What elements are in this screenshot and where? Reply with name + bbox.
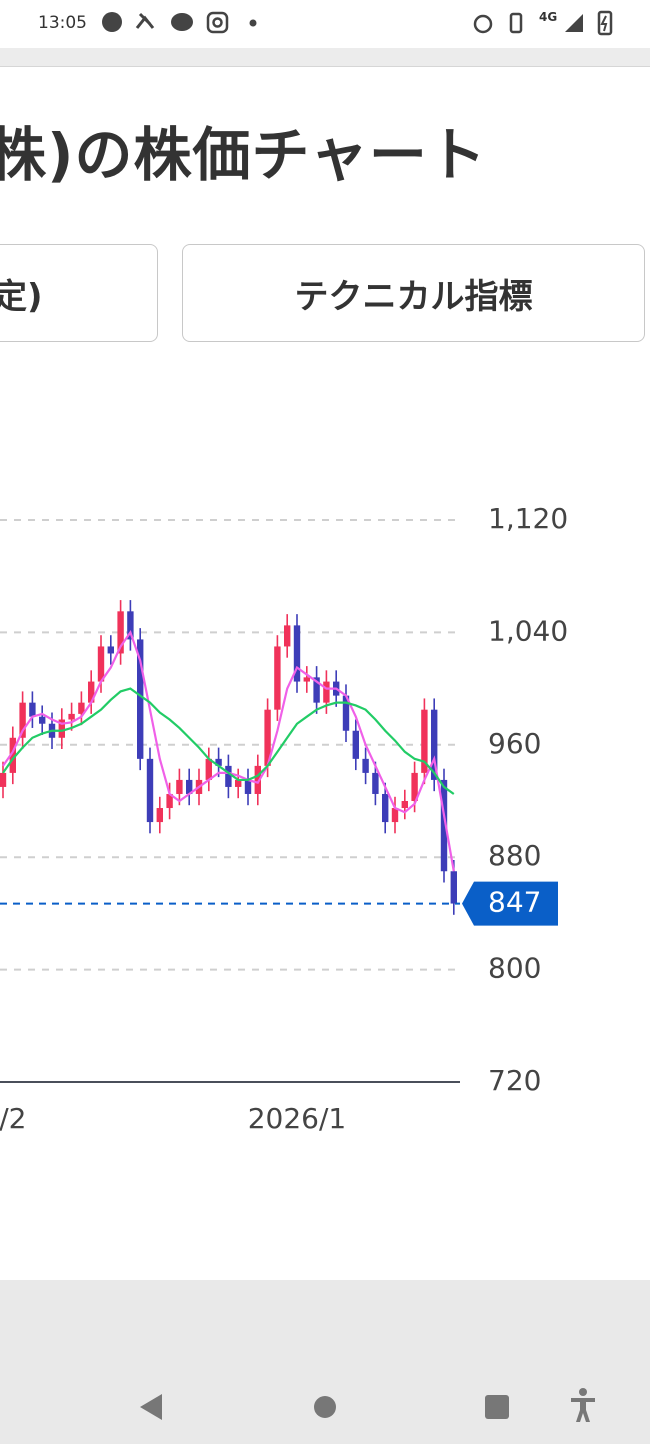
back-button[interactable] xyxy=(140,1394,162,1420)
candle-body xyxy=(9,737,16,773)
y-tick-label: 880 xyxy=(488,839,541,872)
candle-body xyxy=(264,709,271,766)
last-price-tag xyxy=(462,881,558,926)
candle-body xyxy=(421,709,428,773)
candle-body xyxy=(254,765,261,794)
candle-body xyxy=(215,758,222,766)
candle-body xyxy=(352,730,359,759)
page-title: 株)の株価チャート xyxy=(0,121,487,189)
candle-body xyxy=(186,779,193,794)
header-band xyxy=(0,48,650,67)
candle-body xyxy=(372,772,379,794)
candle-body xyxy=(137,639,144,759)
candle-body xyxy=(323,681,330,703)
candle-body xyxy=(156,808,163,823)
candle-body xyxy=(401,801,408,809)
candle-body xyxy=(235,779,242,787)
candle-body xyxy=(176,779,183,794)
candle-body xyxy=(440,779,448,872)
candle-body xyxy=(146,758,154,823)
candle-body xyxy=(88,681,95,703)
candle-body xyxy=(166,793,173,809)
moving-average-line xyxy=(2,687,455,795)
nav-icons xyxy=(140,1388,595,1422)
candle-body xyxy=(0,772,7,787)
y-tick-label: 1,040 xyxy=(488,614,568,647)
candle-body xyxy=(29,702,36,717)
candle-body xyxy=(205,758,212,780)
recents-button[interactable] xyxy=(485,1395,509,1419)
moving-average-line xyxy=(2,630,455,872)
home-button[interactable] xyxy=(314,1396,336,1418)
candle-body xyxy=(411,772,418,801)
candle-body xyxy=(19,702,26,738)
candle-body xyxy=(244,779,252,794)
candle-body xyxy=(78,702,85,714)
candle-body xyxy=(342,695,350,731)
navigation-bar xyxy=(0,1280,650,1444)
candle-body xyxy=(127,611,134,640)
candle-body xyxy=(58,719,65,738)
candle-body xyxy=(274,646,281,710)
x-tick-label: /2 xyxy=(0,1102,26,1135)
last-price-label: 847 xyxy=(488,886,541,919)
y-tick-label: 1,120 xyxy=(488,502,568,535)
candle-body xyxy=(431,709,438,780)
accessibility-button[interactable] xyxy=(571,1388,595,1422)
candle-body xyxy=(39,716,46,724)
y-tick-label: 720 xyxy=(488,1064,541,1097)
candle-body xyxy=(107,646,114,654)
status-bar: 13:05 4G xyxy=(0,0,650,48)
candle-body xyxy=(97,646,105,682)
candle-body xyxy=(225,765,232,787)
candle-body xyxy=(303,677,310,682)
status-icons xyxy=(102,10,613,36)
candle-body xyxy=(293,625,301,682)
candle-body xyxy=(450,871,457,904)
candle-body xyxy=(313,677,320,703)
candle-body xyxy=(391,808,399,823)
tab[interactable]: テクニカル指標 xyxy=(182,244,645,342)
x-tick-label: 2026/1 xyxy=(248,1102,347,1135)
candle-body xyxy=(382,793,389,823)
candle-body xyxy=(68,713,75,720)
candle-body xyxy=(284,625,291,647)
status-network: 4G xyxy=(539,10,558,24)
candle-body xyxy=(362,758,369,773)
candle-body xyxy=(117,611,124,654)
y-tick-label: 960 xyxy=(488,727,541,760)
tab[interactable]: 定) xyxy=(0,244,158,342)
candlestick-chart: 720 800 880 960 1,040 1,120/2 2026/1 847 xyxy=(0,502,568,1135)
status-time: 13:05 xyxy=(38,13,87,33)
y-tick-label: 800 xyxy=(488,952,541,985)
